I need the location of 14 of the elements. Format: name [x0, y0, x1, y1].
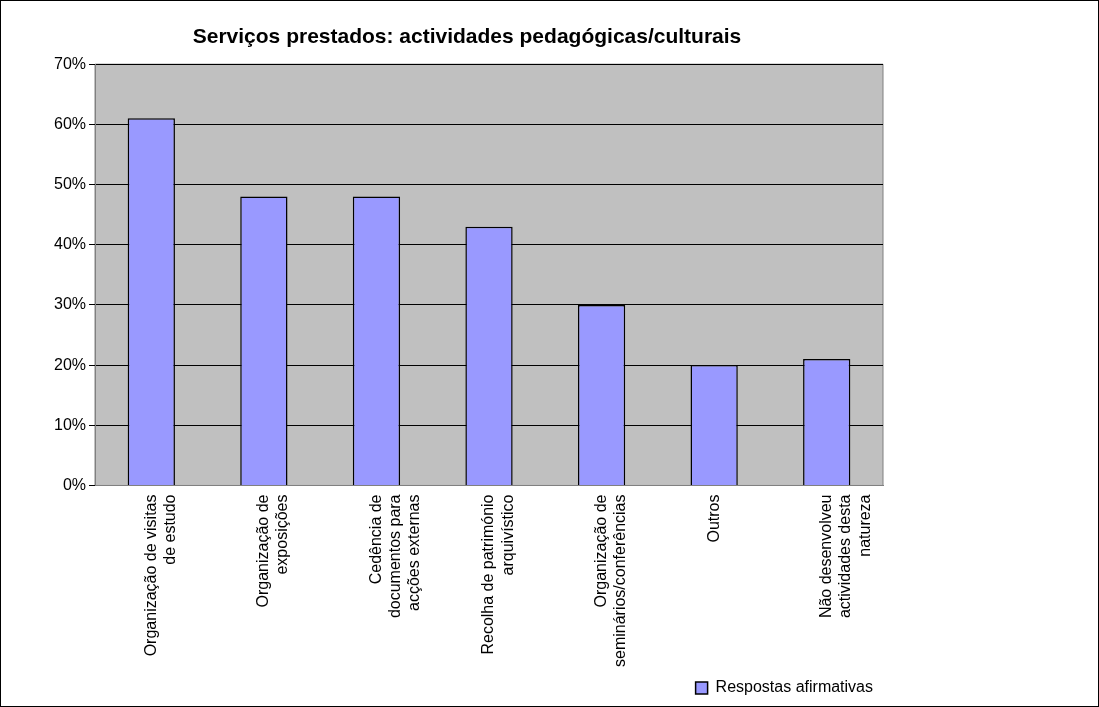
y-tick-label: 50% [53, 174, 87, 192]
y-tick-label: 70% [53, 54, 87, 72]
y-tick-label: 0% [62, 475, 87, 493]
legend-label: Respostas afirmativas [715, 678, 873, 696]
chart-title: Serviços prestados: actividades pedagógicas/culturais [192, 24, 742, 48]
y-tick-label: 30% [53, 295, 87, 313]
x-tick-label: Não desenvolveu actividades desta natureza [817, 494, 873, 619]
x-tick-label: Organização de visitas de estudo [141, 494, 178, 657]
x-tick-label: Outros [704, 494, 722, 543]
y-tick-label: 10% [53, 415, 87, 433]
x-tick-label: Organização de exposições [254, 494, 291, 608]
y-tick-label: 60% [53, 114, 87, 132]
y-tick-label: 40% [53, 235, 87, 253]
y-tick-label: 20% [53, 355, 87, 373]
